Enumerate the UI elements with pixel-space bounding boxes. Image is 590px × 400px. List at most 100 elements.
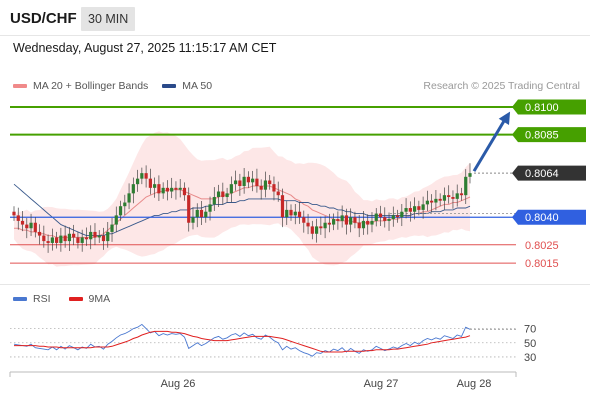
level-tag-r2	[512, 99, 586, 115]
rsi-tick-label: 70	[524, 324, 536, 336]
candle-bear	[357, 222, 361, 229]
candle-bull	[314, 226, 319, 234]
rsi-swatch	[13, 297, 27, 301]
candle-bull	[361, 220, 366, 229]
level-label-current: 0.8064	[525, 168, 559, 180]
candle-bear	[417, 206, 421, 210]
candle-bull	[59, 235, 63, 243]
candle-bull	[212, 197, 216, 205]
candle-bull	[161, 187, 165, 194]
candle-bull	[123, 202, 127, 207]
candle-bull	[140, 173, 144, 179]
candle-bear	[72, 233, 76, 238]
datetime-label: Wednesday, August 27, 2025 11:15:17 AM C…	[13, 41, 277, 55]
candle-bull	[216, 191, 221, 198]
candle-bull	[110, 224, 114, 232]
ma20-label: MA 20 + Bollinger Bands	[33, 80, 149, 92]
candle-bull	[204, 211, 208, 218]
level-label-s2: 0.8015	[525, 258, 559, 270]
time-axis-label: Aug 28	[457, 378, 492, 390]
candle-bull	[370, 220, 374, 225]
candle-bear	[187, 195, 191, 223]
level-tags: 0.8100 0.8085 0.8064 0.8040 0.8025 0.8015	[512, 99, 586, 270]
candle-bull	[323, 222, 327, 229]
forecast-arrow-head	[498, 111, 511, 125]
candle-bear	[327, 222, 331, 225]
candle-bear	[459, 193, 464, 196]
candle-bear	[157, 184, 161, 194]
candle-bear	[272, 184, 276, 192]
candle-bull	[374, 213, 378, 221]
candle-bear	[353, 217, 357, 223]
candle-bear	[16, 215, 20, 221]
level-label-r2: 0.8100	[525, 102, 559, 114]
time-axis-label: Aug 26	[161, 378, 196, 390]
candle-bear	[84, 237, 89, 240]
symbol-title: USD/CHF	[10, 10, 77, 27]
candle-bear	[33, 222, 37, 232]
candle-bear	[25, 224, 29, 229]
candle-bull	[195, 209, 199, 218]
candle-bear	[447, 195, 451, 198]
candle-bull	[340, 215, 344, 221]
candle-bear	[165, 187, 170, 192]
level-label-r1: 0.8085	[525, 130, 559, 142]
forecast-arrow	[472, 111, 511, 172]
candle-bear	[302, 217, 306, 223]
rsi-legend: RSI 9MA	[13, 293, 128, 305]
level-tag-current	[512, 165, 586, 181]
candle-bear	[344, 215, 349, 225]
candle-bear	[297, 211, 302, 218]
candle-bull	[170, 187, 174, 192]
rsi-panel: 70 50 30	[10, 324, 536, 364]
rsi-ma-swatch	[68, 297, 83, 301]
legend-rsi-ma: 9MA	[68, 293, 111, 305]
candle-bear	[144, 173, 148, 179]
candle-bull	[114, 215, 118, 225]
level-label-s1: 0.8025	[525, 240, 559, 252]
candle-bear	[148, 178, 152, 188]
candle-bull	[434, 198, 438, 203]
candle-bear	[174, 187, 178, 190]
candle-bull	[131, 184, 135, 194]
ma50-swatch	[162, 84, 177, 88]
candle-bear	[20, 220, 25, 225]
candle-bear	[221, 191, 225, 198]
bollinger-band	[14, 131, 470, 267]
rsi-ma-label: 9MA	[88, 293, 111, 305]
candle-bull	[67, 233, 72, 242]
candle-bull	[421, 204, 425, 210]
candle-bear	[76, 237, 80, 243]
candle-bear	[280, 195, 285, 218]
candle-bear	[408, 208, 412, 212]
timeframe-button[interactable]: 30 MIN	[81, 7, 136, 31]
forecast-arrow-shaft	[472, 120, 506, 172]
bollinger-band-fill	[14, 131, 470, 267]
rsi-ma-line	[14, 330, 471, 353]
price-legend: MA 20 + Bollinger Bands MA 50	[13, 80, 226, 92]
candle-bear	[259, 186, 263, 190]
candle-bear	[289, 209, 293, 216]
candle-bear	[366, 220, 370, 225]
candle-bull	[153, 184, 157, 188]
header-bar: USD/CHF 30 MIN	[0, 0, 590, 36]
candle-bear	[310, 226, 314, 234]
candle-bear	[238, 180, 242, 186]
level-label-pivot: 0.8040	[525, 212, 559, 224]
candle-bear	[37, 231, 42, 236]
candle-bull	[135, 178, 140, 185]
candle-bull	[106, 231, 110, 242]
legend-ma20: MA 20 + Bollinger Bands	[13, 80, 148, 92]
candle-bull	[455, 193, 459, 199]
candle-bear	[199, 209, 204, 218]
candle-bull	[404, 208, 408, 212]
level-tag-pivot	[512, 209, 586, 225]
candle-bull	[29, 222, 33, 229]
candle-bear	[319, 226, 323, 229]
candle-bull	[349, 217, 353, 225]
candle-bear	[182, 187, 187, 196]
candle-bear	[378, 213, 383, 218]
candle-bear	[438, 198, 442, 201]
rsi-tick-label: 50	[524, 338, 536, 350]
